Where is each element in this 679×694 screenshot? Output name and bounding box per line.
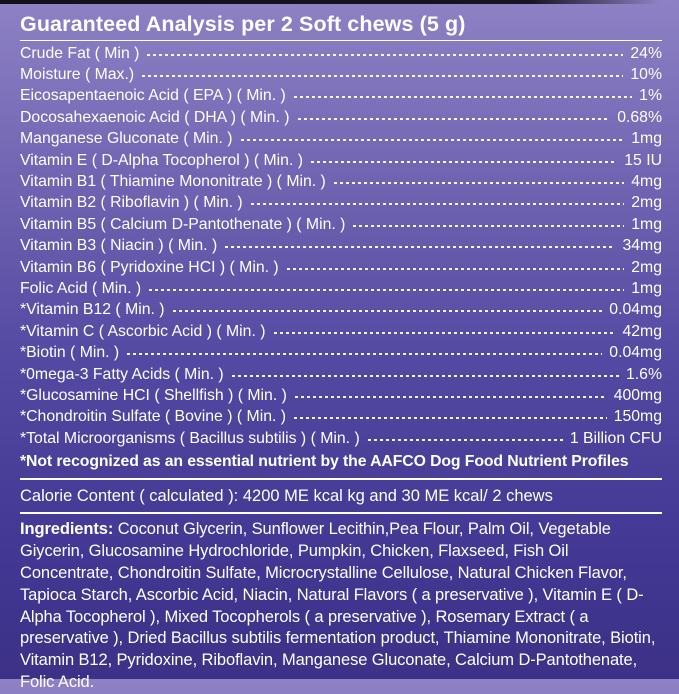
leader-line [240, 139, 625, 142]
leader-line [297, 117, 611, 120]
analysis-row: *Total Microorganisms ( Bacillus subtili… [20, 428, 662, 449]
row-value: 24% [630, 44, 662, 62]
analysis-row: *Chondroitin Sulfate ( Bovine ) ( Min. )… [20, 407, 662, 428]
guaranteed-analysis-label: Guaranteed Analysis per 2 Soft chews (5 … [20, 12, 662, 515]
row-value: 15 IU [624, 151, 662, 169]
leader-line [225, 246, 616, 249]
row-value: 1mg [631, 130, 662, 148]
row-label: *0mega-3 Fatty Acids ( Min. ) [20, 365, 224, 383]
analysis-row: Vitamin B5 ( Calcium D-Pantothenate ) ( … [20, 214, 662, 235]
row-label: Eicosapentaenoic Acid ( EPA ) ( Min. ) [20, 87, 286, 105]
row-label: *Total Microorganisms ( Bacillus subtili… [20, 429, 360, 447]
ingredients-text: Coconut Glycerin, Sunflower Lecithin,Pea… [20, 520, 656, 691]
leader-line [142, 75, 624, 78]
row-value: 150mg [613, 408, 662, 426]
analysis-row: Vitamin B2 ( Riboflavin ) ( Min. ) 2mg [20, 193, 662, 214]
calorie-content: Calorie Content ( calculated ): 4200 ME … [20, 487, 553, 506]
row-value: 0.68% [617, 108, 662, 126]
row-label: *Vitamin B12 ( Min. ) [20, 301, 165, 319]
leader-line [333, 182, 625, 185]
row-value: 10% [630, 66, 662, 84]
row-value: 1.6% [625, 365, 662, 383]
row-value: 0.04mg [609, 344, 662, 362]
row-label: *Vitamin C ( Ascorbic Acid ) ( Min. ) [20, 322, 266, 340]
row-label: Vitamin B3 ( Niacin ) ( Min. ) [20, 237, 218, 255]
row-label: *Biotin ( Min. ) [20, 344, 120, 362]
leader-line [367, 438, 563, 441]
row-label: Moisture ( Max.) [20, 66, 135, 84]
leader-line [147, 53, 624, 56]
section-divider-top [20, 478, 662, 481]
leader-line [172, 310, 603, 313]
leader-line [127, 353, 603, 356]
row-label: *Glucosamine HCI ( Shellfish ) ( Min. ) [20, 386, 287, 404]
section-divider-bottom [20, 512, 662, 515]
analysis-row: *Glucosamine HCI ( Shellfish ) ( Min. ) … [20, 385, 662, 406]
row-label: Vitamin E ( D-Alpha Tocopherol ) ( Min. … [20, 151, 303, 169]
row-value: 34mg [622, 237, 662, 255]
row-label: Manganese Gluconate ( Min. ) [20, 130, 233, 148]
analysis-row: *Vitamin C ( Ascorbic Acid ) ( Min. ) 42… [20, 321, 662, 342]
row-value: 2mg [631, 258, 662, 276]
analysis-row: Vitamin B6 ( Pyridoxine HCI ) ( Min. ) 2… [20, 257, 662, 278]
row-value: 4mg [631, 173, 662, 191]
analysis-row: Vitamin B1 ( Thiamine Mononitrate ) ( Mi… [20, 171, 662, 192]
aafco-footnote: *Not recognized as an essential nutrient… [20, 453, 629, 471]
row-label: Docosahexaenoic Acid ( DHA ) ( Min. ) [20, 108, 290, 126]
row-label: Vitamin B6 ( Pyridoxine HCI ) ( Min. ) [20, 258, 279, 276]
analysis-row: Moisture ( Max.) 10% [20, 64, 662, 85]
row-value: 400mg [613, 386, 662, 404]
analysis-row: Eicosapentaenoic Acid ( EPA ) ( Min. ) 1… [20, 86, 662, 107]
analysis-row: Vitamin E ( D-Alpha Tocopherol ) ( Min. … [20, 150, 662, 171]
analysis-row: Crude Fat ( Min ) 24% [20, 43, 662, 64]
row-label: Crude Fat ( Min ) [20, 44, 140, 62]
analysis-row: *Vitamin B12 ( Min. ) 0.04mg [20, 300, 662, 321]
ingredients-label: Ingredients: [20, 520, 114, 539]
analysis-row: Manganese Gluconate ( Min. ) 1mg [20, 129, 662, 150]
leader-line [353, 224, 625, 227]
leader-line [293, 96, 633, 99]
leader-line [149, 288, 625, 291]
analysis-row: *0mega-3 Fatty Acids ( Min. ) 1.6% [20, 364, 662, 385]
leader-line [294, 417, 607, 420]
row-value: 42mg [622, 322, 662, 340]
row-value: 1mg [631, 279, 662, 297]
leader-line [311, 160, 618, 163]
row-label: Vitamin B1 ( Thiamine Mononitrate ) ( Mi… [20, 173, 326, 191]
page-title: Guaranteed Analysis per 2 Soft chews (5 … [20, 12, 466, 36]
leader-line [294, 395, 607, 398]
row-value: 1% [639, 87, 662, 105]
leader-line [231, 374, 619, 377]
ingredients-paragraph: Ingredients: Coconut Glycerin, Sunflower… [20, 519, 662, 693]
row-label: Vitamin B2 ( Riboflavin ) ( Min. ) [20, 194, 243, 212]
analysis-table: Crude Fat ( Min ) 24% Moisture ( Max.) 1… [20, 43, 662, 449]
analysis-row: *Biotin ( Min. ) 0.04mg [20, 342, 662, 363]
photo-edge-strip [0, 0, 679, 4]
leader-line [273, 331, 616, 334]
analysis-row: Docosahexaenoic Acid ( DHA ) ( Min. ) 0.… [20, 107, 662, 128]
title-divider [20, 40, 662, 41]
row-label: Folic Acid ( Min. ) [20, 279, 142, 297]
row-value: 0.04mg [609, 301, 662, 319]
analysis-row: Folic Acid ( Min. ) 1mg [20, 278, 662, 299]
leader-line [250, 203, 625, 206]
analysis-row: Vitamin B3 ( Niacin ) ( Min. ) 34mg [20, 236, 662, 257]
row-value: 2mg [631, 194, 662, 212]
row-value: 1 Billion CFU [569, 429, 662, 447]
row-value: 1mg [631, 215, 662, 233]
row-label: *Chondroitin Sulfate ( Bovine ) ( Min. ) [20, 408, 287, 426]
row-label: Vitamin B5 ( Calcium D-Pantothenate ) ( … [20, 215, 346, 233]
leader-line [286, 267, 625, 270]
